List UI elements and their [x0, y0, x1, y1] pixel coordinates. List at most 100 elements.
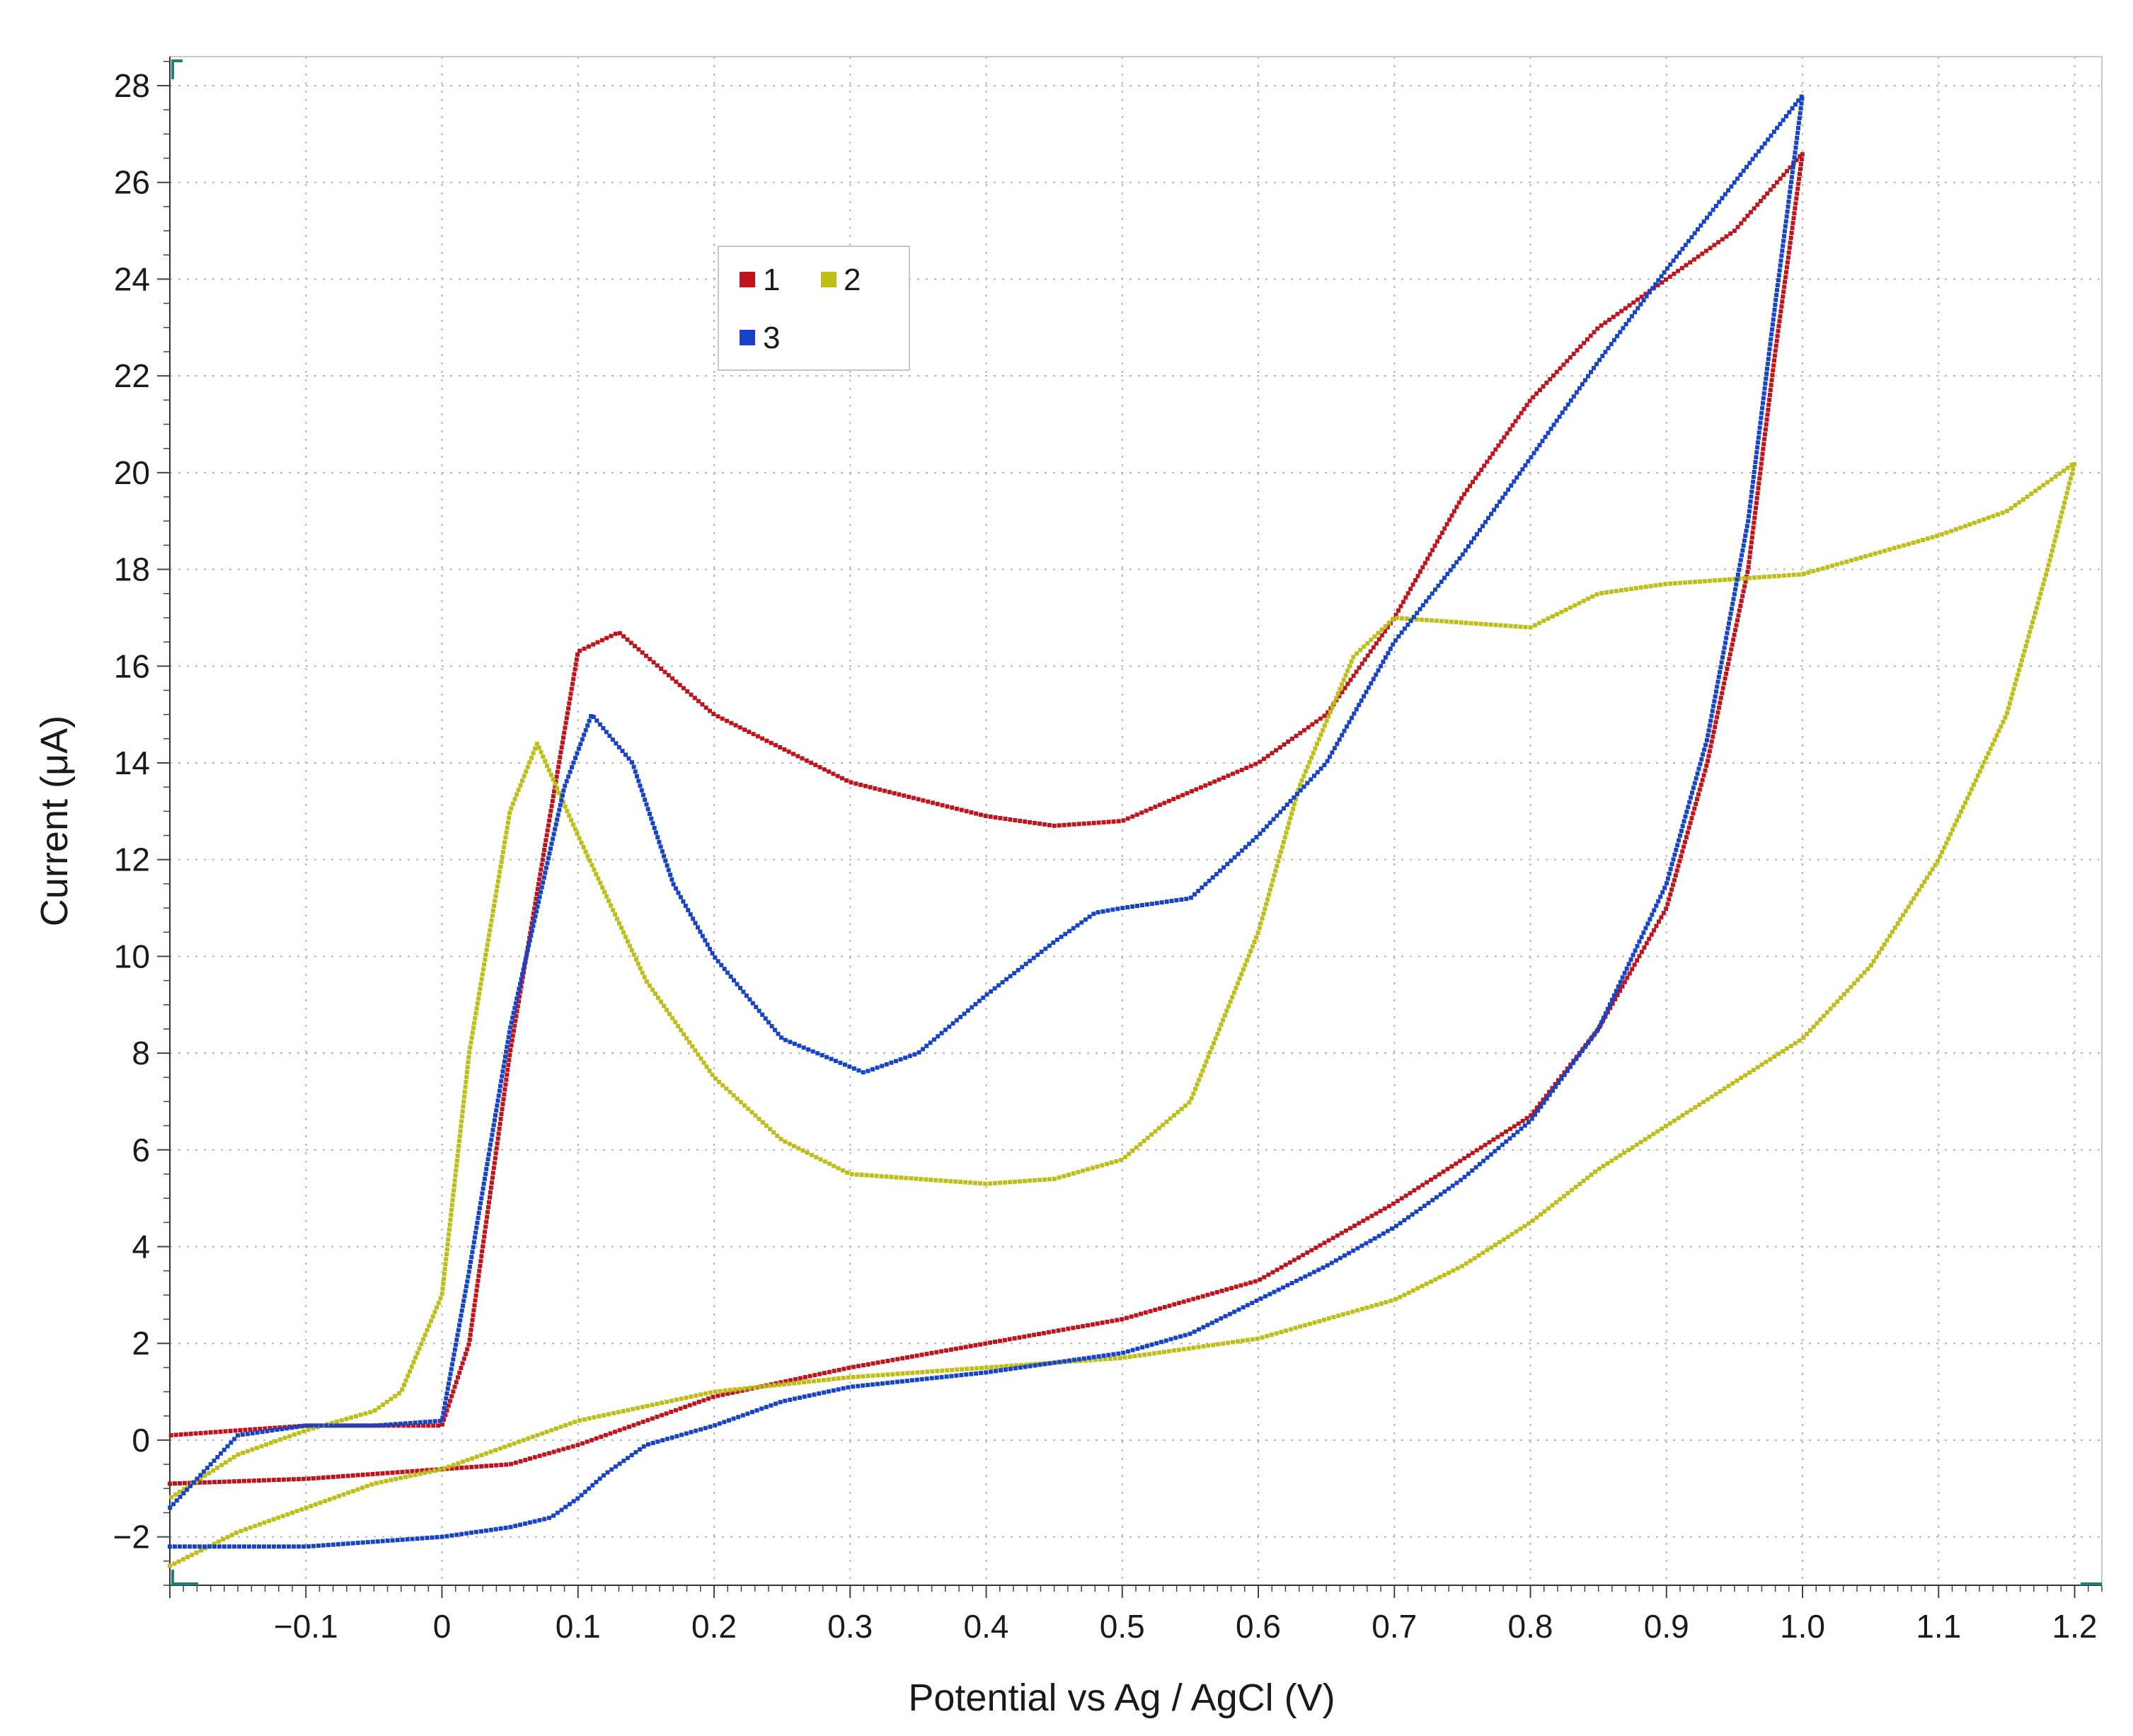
data-point-series-1 — [1462, 1156, 1467, 1161]
data-point-series-3 — [1784, 114, 1788, 119]
data-point-series-1 — [574, 657, 579, 662]
data-point-series-1 — [609, 633, 614, 638]
data-point-series-2 — [500, 854, 505, 859]
data-point-series-2 — [1204, 1059, 1209, 1064]
data-point-series-3 — [1766, 357, 1771, 362]
data-point-series-2 — [379, 1480, 384, 1485]
data-point-series-2 — [1568, 605, 1573, 610]
data-point-series-3 — [564, 778, 569, 783]
data-point-series-1 — [1686, 825, 1691, 830]
series-1 — [168, 152, 1805, 1486]
data-point-series-2 — [267, 1519, 272, 1524]
data-point-series-3 — [1352, 711, 1357, 716]
data-point-series-2 — [473, 1011, 478, 1016]
data-point-series-1 — [483, 1224, 488, 1229]
data-point-series-1 — [1037, 1332, 1041, 1336]
data-point-series-1 — [1547, 1090, 1552, 1094]
data-point-series-2 — [415, 1350, 420, 1355]
data-point-series-3 — [836, 1387, 841, 1392]
data-point-series-3 — [1691, 786, 1696, 791]
data-point-series-2 — [1737, 576, 1742, 581]
data-point-series-3 — [1481, 1159, 1486, 1163]
data-point-series-2 — [1230, 995, 1235, 999]
data-point-series-3 — [589, 714, 594, 718]
data-point-series-2 — [1476, 1253, 1481, 1258]
data-point-series-1 — [1696, 792, 1701, 797]
data-point-series-3 — [1696, 227, 1700, 232]
data-point-series-1 — [296, 1477, 301, 1481]
data-point-series-3 — [1662, 270, 1667, 275]
data-point-series-1 — [253, 1427, 258, 1432]
data-point-series-3 — [1777, 268, 1782, 273]
data-point-series-1 — [1769, 383, 1773, 388]
data-point-series-3 — [1753, 153, 1758, 158]
data-point-series-2 — [577, 836, 582, 841]
data-point-series-1 — [1541, 384, 1546, 389]
data-point-series-1 — [1258, 1277, 1263, 1282]
data-point-series-2 — [1282, 835, 1287, 840]
data-point-series-3 — [1780, 248, 1785, 253]
data-point-series-1 — [1712, 243, 1717, 248]
data-point-series-1 — [1432, 1175, 1437, 1180]
data-point-series-2 — [2020, 653, 2025, 658]
data-point-series-3 — [1582, 378, 1587, 383]
data-point-series-3 — [1362, 694, 1367, 699]
data-point-series-2 — [549, 1427, 554, 1432]
legend-label-2: 2 — [844, 263, 861, 297]
data-point-series-2 — [777, 1382, 782, 1387]
data-point-series-3 — [1335, 742, 1340, 747]
data-point-series-3 — [318, 1423, 323, 1428]
data-point-series-2 — [1806, 570, 1811, 575]
data-point-series-3 — [1698, 761, 1703, 766]
data-point-series-1 — [527, 941, 531, 945]
data-point-series-3 — [1414, 1209, 1419, 1214]
data-point-series-3 — [1381, 1231, 1386, 1236]
data-point-series-3 — [655, 835, 660, 840]
data-point-series-1 — [276, 1478, 281, 1482]
data-point-series-3 — [1764, 372, 1769, 376]
data-point-series-3 — [641, 793, 645, 798]
data-point-series-1 — [1768, 388, 1773, 393]
data-point-series-3 — [683, 903, 688, 908]
data-point-series-2 — [493, 894, 498, 899]
data-point-series-2 — [198, 1476, 203, 1481]
data-point-series-3 — [1390, 1226, 1394, 1231]
data-point-series-2 — [1781, 573, 1786, 578]
data-point-series-3 — [797, 1396, 802, 1400]
data-point-series-2 — [268, 1440, 273, 1445]
data-point-series-1 — [1672, 878, 1677, 883]
data-point-series-3 — [1497, 500, 1502, 504]
data-point-series-1 — [1105, 1319, 1110, 1324]
data-point-series-2 — [464, 1079, 468, 1084]
data-point-series-2 — [1410, 1288, 1415, 1293]
data-point-series-3 — [834, 1059, 838, 1064]
data-point-series-3 — [471, 1245, 476, 1250]
data-point-series-1 — [1772, 353, 1777, 358]
data-point-series-1 — [1425, 1180, 1430, 1185]
data-point-series-3 — [519, 977, 524, 982]
data-point-series-2 — [569, 817, 574, 822]
data-point-series-3 — [499, 1079, 504, 1083]
data-point-series-1 — [1786, 255, 1790, 260]
data-point-series-2 — [475, 1001, 480, 1006]
data-point-series-1 — [1773, 343, 1778, 348]
data-point-series-2 — [1181, 1347, 1186, 1352]
data-point-series-1 — [497, 1126, 502, 1131]
data-point-series-3 — [400, 1537, 405, 1542]
x-tick-label: 0.8 — [1508, 1608, 1553, 1645]
data-point-series-2 — [1845, 988, 1850, 993]
data-point-series-1 — [1664, 907, 1669, 911]
data-point-series-2 — [1614, 1156, 1619, 1161]
data-point-series-3 — [594, 1480, 599, 1485]
data-point-series-1 — [198, 1431, 203, 1435]
data-point-series-2 — [731, 1093, 736, 1098]
data-point-series-2 — [1562, 1194, 1566, 1199]
data-point-series-2 — [216, 1539, 221, 1544]
data-point-series-1 — [849, 780, 853, 785]
data-point-series-1 — [1081, 1324, 1086, 1328]
data-point-series-3 — [1592, 366, 1596, 371]
data-point-series-1 — [1100, 1321, 1105, 1326]
data-point-series-2 — [840, 1168, 845, 1173]
data-point-series-2 — [1296, 787, 1301, 792]
data-point-series-3 — [1730, 602, 1735, 607]
